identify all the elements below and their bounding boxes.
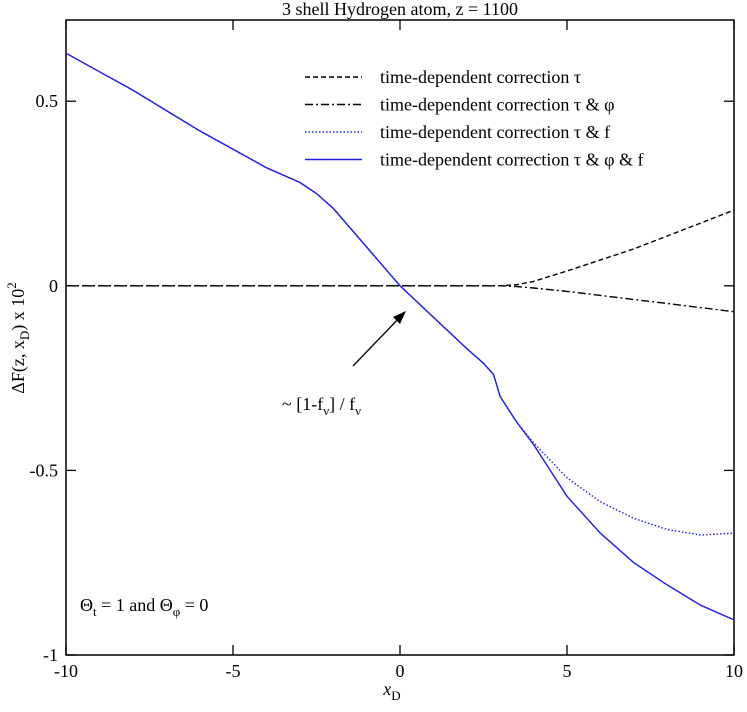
series-line [66, 285, 735, 313]
x-tick-label: -5 [226, 661, 241, 681]
annotation: ~ [1-fν] / fν [282, 394, 361, 418]
plot-frame [65, 19, 735, 656]
y-axis-label-part: ) x 10 [8, 289, 29, 331]
x-tick-label: -10 [54, 661, 78, 681]
legend-label: time-dependent correction τ [380, 67, 581, 87]
legend-label: time-dependent correction τ & f [380, 122, 610, 142]
annotation-part: Θ [80, 595, 93, 615]
y-axis-label-part: D [17, 331, 32, 340]
y-tick-label: -1 [43, 645, 58, 665]
annotation-part: = 0 [180, 595, 208, 615]
legend-label: time-dependent correction τ & φ & f [380, 150, 644, 170]
y-axis-label-part: ΔF(z, x [8, 340, 29, 394]
series-line [66, 209, 735, 287]
annotation: Θt = 1 and Θφ = 0 [80, 595, 208, 619]
y-tick-label: 0.5 [36, 91, 59, 111]
y-tick-label: -0.5 [30, 460, 59, 480]
annotation-part: ν [323, 403, 329, 418]
x-axis-label: xD [382, 679, 400, 703]
legend-label: time-dependent correction τ & φ [380, 95, 615, 115]
annotation-part: = 1 and Θ [97, 595, 173, 615]
annotation-part: ~ [1-f [282, 394, 323, 414]
annotation-part: ] / f [329, 394, 355, 414]
annotation-part: φ [173, 604, 181, 619]
annotation-part: ν [355, 403, 361, 418]
x-axis-label-part: D [391, 688, 400, 703]
x-axis-label-part: x [382, 679, 391, 699]
series-line [65, 52, 735, 621]
annotation-part: t [93, 604, 97, 619]
y-tick-label: 0 [49, 276, 58, 296]
chart-title: 3 shell Hydrogen atom, z = 1100 [282, 0, 518, 19]
x-tick-label: 0 [396, 661, 405, 681]
y-axis-label: ΔF(z, xD) x 102 [4, 282, 32, 393]
arrow-head [393, 311, 406, 324]
y-axis-label-part: 2 [4, 282, 19, 289]
x-tick-label: 10 [725, 661, 743, 681]
x-tick-label: 5 [563, 661, 572, 681]
annotation-arrow [352, 313, 404, 367]
